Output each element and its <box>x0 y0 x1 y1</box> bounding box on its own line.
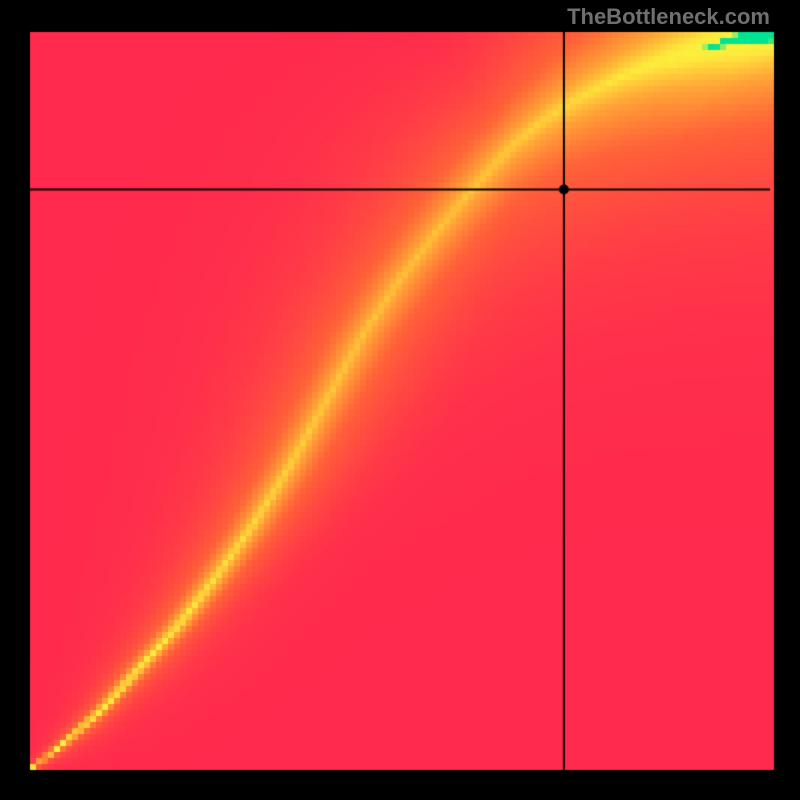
bottleneck-heatmap <box>0 0 800 800</box>
chart-stage: TheBottleneck.com <box>0 0 800 800</box>
watermark-text: TheBottleneck.com <box>567 4 770 30</box>
